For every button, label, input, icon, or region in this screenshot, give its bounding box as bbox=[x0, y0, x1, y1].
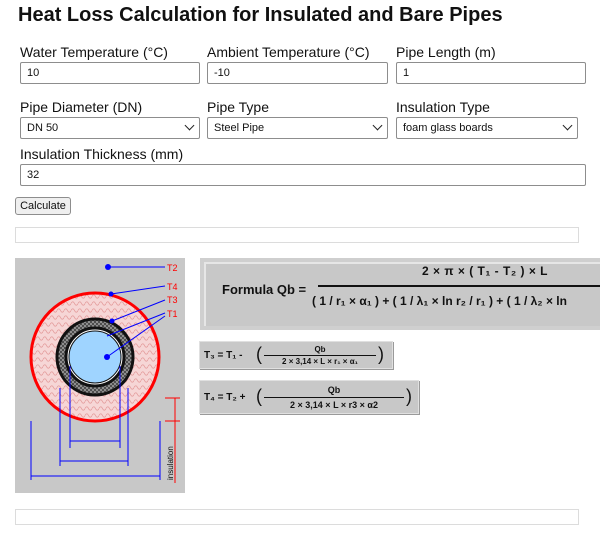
t4-denominator: 2 × 3,14 × L × r3 × α2 bbox=[290, 400, 378, 410]
t4-fraction-bar bbox=[264, 397, 404, 398]
insulation-thickness-input[interactable]: 32 bbox=[20, 164, 586, 186]
t3-label: T3 bbox=[167, 295, 178, 305]
t3-numerator: Qb bbox=[314, 345, 326, 354]
chevron-down-icon bbox=[372, 120, 383, 131]
qb-fraction-bar bbox=[318, 285, 600, 287]
water-temperature-input[interactable]: 10 bbox=[20, 62, 200, 84]
t2-label: T2 bbox=[167, 263, 178, 273]
t3-formula-box: T₃ = T₁ - ( Qb 2 × 3,14 × L × r₁ × α₁ ) bbox=[199, 341, 393, 369]
page-title: Heat Loss Calculation for Insulated and … bbox=[18, 4, 503, 26]
qb-denominator: ( 1 / r₁ × α₁ ) + ( 1 / λ₁ × ln r₂ / r₁ … bbox=[312, 294, 567, 308]
qb-formula-body: 2 × π × ( T₁ - T₂ ) × L ( 1 / r₁ × α₁ ) … bbox=[200, 258, 600, 330]
pipe-diameter-select[interactable]: DN 50 bbox=[20, 117, 200, 139]
chevron-down-icon bbox=[562, 120, 573, 131]
insulation-type-select[interactable]: foam glass boards bbox=[396, 117, 578, 139]
water-temperature-label: Water Temperature (°C) bbox=[20, 44, 168, 60]
pipe-bore bbox=[68, 330, 122, 384]
t1-label: T1 bbox=[167, 309, 178, 319]
insulation-type-label: Insulation Type bbox=[396, 99, 490, 115]
result-output-top bbox=[15, 227, 579, 243]
t3-lhs: T₃ = T₁ - bbox=[204, 350, 243, 361]
t4-numerator: Qb bbox=[327, 385, 341, 395]
t4-formula-box: T₄ = T₂ + ( Qb 2 × 3,14 × L × r3 × α2 ) bbox=[199, 380, 419, 414]
pipe-cross-section-diagram: T2 T4 T3 T1 insulation bbox=[15, 258, 185, 493]
result-output-bottom bbox=[15, 509, 579, 525]
pipe-length-label: Pipe Length (m) bbox=[396, 44, 496, 60]
t4-lhs: T₄ = T₂ + bbox=[204, 392, 246, 403]
pipe-type-value: Steel Pipe bbox=[214, 122, 265, 134]
ambient-temperature-label: Ambient Temperature (°C) bbox=[207, 44, 370, 60]
pipe-type-label: Pipe Type bbox=[207, 99, 270, 115]
ambient-temperature-input[interactable]: -10 bbox=[207, 62, 388, 84]
qb-formula-panel: Formula Qb = bbox=[200, 258, 600, 330]
formula-qb-label: Formula Qb = bbox=[222, 282, 307, 297]
t3-denominator: 2 × 3,14 × L × r₁ × α₁ bbox=[282, 357, 358, 366]
pipe-length-input[interactable]: 1 bbox=[396, 62, 586, 84]
chevron-down-icon bbox=[184, 120, 195, 131]
insulation-type-value: foam glass boards bbox=[403, 122, 493, 134]
pipe-diameter-label: Pipe Diameter (DN) bbox=[20, 99, 143, 115]
qb-numerator: 2 × π × ( T₁ - T₂ ) × L bbox=[422, 264, 548, 278]
pipe-type-select[interactable]: Steel Pipe bbox=[207, 117, 388, 139]
pipe-diagram-svg: T2 T4 T3 T1 insulation bbox=[29, 263, 180, 483]
t4-label: T4 bbox=[167, 282, 178, 292]
insulation-thickness-label: Insulation Thickness (mm) bbox=[20, 146, 184, 162]
t3-fraction-bar bbox=[264, 355, 376, 356]
insulation-dimension-label: insulation bbox=[166, 446, 175, 480]
calculate-button[interactable]: Calculate bbox=[15, 197, 71, 215]
pipe-diameter-value: DN 50 bbox=[27, 122, 59, 134]
